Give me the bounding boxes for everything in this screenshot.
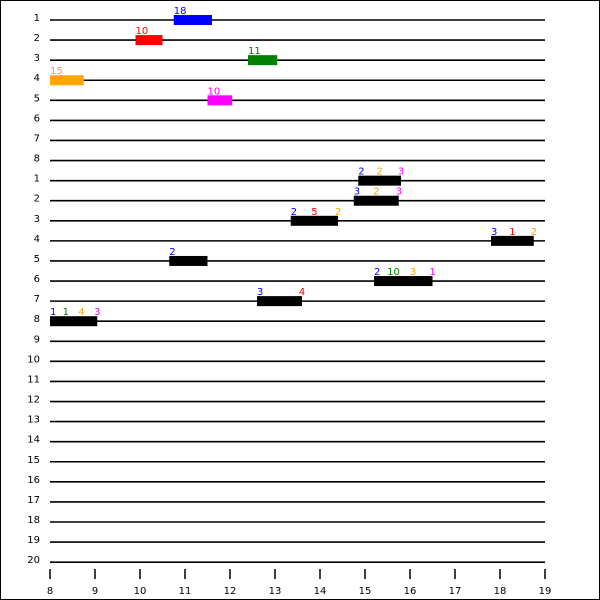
- bar-label: 2: [291, 207, 297, 218]
- row-label: 7: [34, 294, 40, 305]
- x-tick-label: 10: [134, 586, 147, 597]
- bar-label: 3: [491, 227, 497, 238]
- bar-label: 15: [50, 66, 63, 77]
- bar-label: 3: [410, 267, 416, 278]
- row-label: 15: [27, 455, 40, 466]
- bar-label: 3: [396, 187, 402, 198]
- row-label: 18: [27, 515, 40, 526]
- bar-label: 2: [169, 247, 175, 258]
- bar-label: 18: [174, 6, 187, 17]
- bar-label: 1: [50, 307, 56, 318]
- bar-label: 2: [374, 267, 380, 278]
- row-label: 2: [34, 194, 40, 205]
- x-tick-label: 9: [92, 586, 98, 597]
- bar-label: 3: [257, 287, 263, 298]
- row-label: 3: [34, 214, 40, 225]
- bar: [248, 55, 278, 66]
- row-label: 19: [27, 535, 40, 546]
- bar-label: 1: [509, 227, 515, 238]
- bar-label: 3: [94, 307, 100, 318]
- bar-label: 10: [136, 26, 149, 37]
- bar: [290, 215, 338, 226]
- bar: [50, 316, 98, 327]
- grid-lines: [50, 19, 545, 563]
- row-label: 8: [34, 154, 40, 165]
- bar: [173, 15, 212, 25]
- bar-label: 3: [354, 187, 360, 198]
- bar: [135, 35, 163, 46]
- bar-label: 4: [299, 287, 305, 298]
- x-tick-label: 14: [314, 586, 327, 597]
- x-tick-label: 8: [47, 586, 53, 597]
- row-label: 10: [27, 354, 40, 365]
- row-label: 7: [34, 133, 40, 144]
- bar: [207, 95, 233, 106]
- row-label: 13: [27, 415, 40, 426]
- x-tick-label: 18: [494, 586, 507, 597]
- x-tick-label: 16: [404, 586, 417, 597]
- bar: [257, 296, 302, 307]
- bar: [374, 276, 433, 287]
- bar: [358, 175, 401, 186]
- bar-label: 2: [531, 227, 537, 238]
- bar-label: 2: [335, 207, 341, 218]
- row-label: 16: [27, 475, 40, 486]
- row-label: 5: [34, 254, 40, 265]
- bar-label: 10: [208, 86, 221, 97]
- row-label: 20: [27, 555, 40, 566]
- bar-label: 1: [63, 307, 69, 318]
- row-label: 17: [27, 495, 40, 506]
- bar-label: 3: [398, 167, 404, 178]
- bar-label: 11: [248, 46, 261, 57]
- bar-label: 1: [429, 267, 435, 278]
- row-label: 4: [34, 73, 40, 84]
- row-label: 4: [34, 234, 40, 245]
- row-label: 1: [34, 13, 40, 24]
- bar-label: 10: [387, 267, 400, 278]
- row-label: 1: [34, 174, 40, 185]
- x-tick-label: 12: [224, 586, 237, 597]
- x-tick-label: 15: [359, 586, 372, 597]
- row-label: 3: [34, 53, 40, 64]
- x-tick-label: 17: [449, 586, 462, 597]
- bar-label: 4: [78, 307, 84, 318]
- row-label: 5: [34, 93, 40, 104]
- row-label: 9: [34, 334, 40, 345]
- bar: [353, 195, 399, 206]
- row-label: 6: [34, 113, 40, 124]
- row-label: 11: [27, 374, 40, 385]
- bar: [491, 235, 534, 246]
- x-tick-label: 19: [539, 586, 552, 597]
- bar: [50, 75, 84, 86]
- x-axis: 8 9 10 11 12 13 14 15 16 17 18 19: [47, 569, 552, 597]
- row-label: 8: [34, 314, 40, 325]
- row-label: 12: [27, 395, 40, 406]
- bar-label: 2: [373, 187, 379, 198]
- bar-label: 2: [376, 167, 382, 178]
- x-tick-label: 13: [269, 586, 282, 597]
- bar-label: 2: [358, 167, 364, 178]
- row-label: 14: [27, 435, 40, 446]
- row-label: 2: [34, 33, 40, 44]
- row-label: 6: [34, 274, 40, 285]
- bar-label: 5: [311, 207, 317, 218]
- x-tick-label: 11: [179, 586, 192, 597]
- bar: [169, 255, 208, 266]
